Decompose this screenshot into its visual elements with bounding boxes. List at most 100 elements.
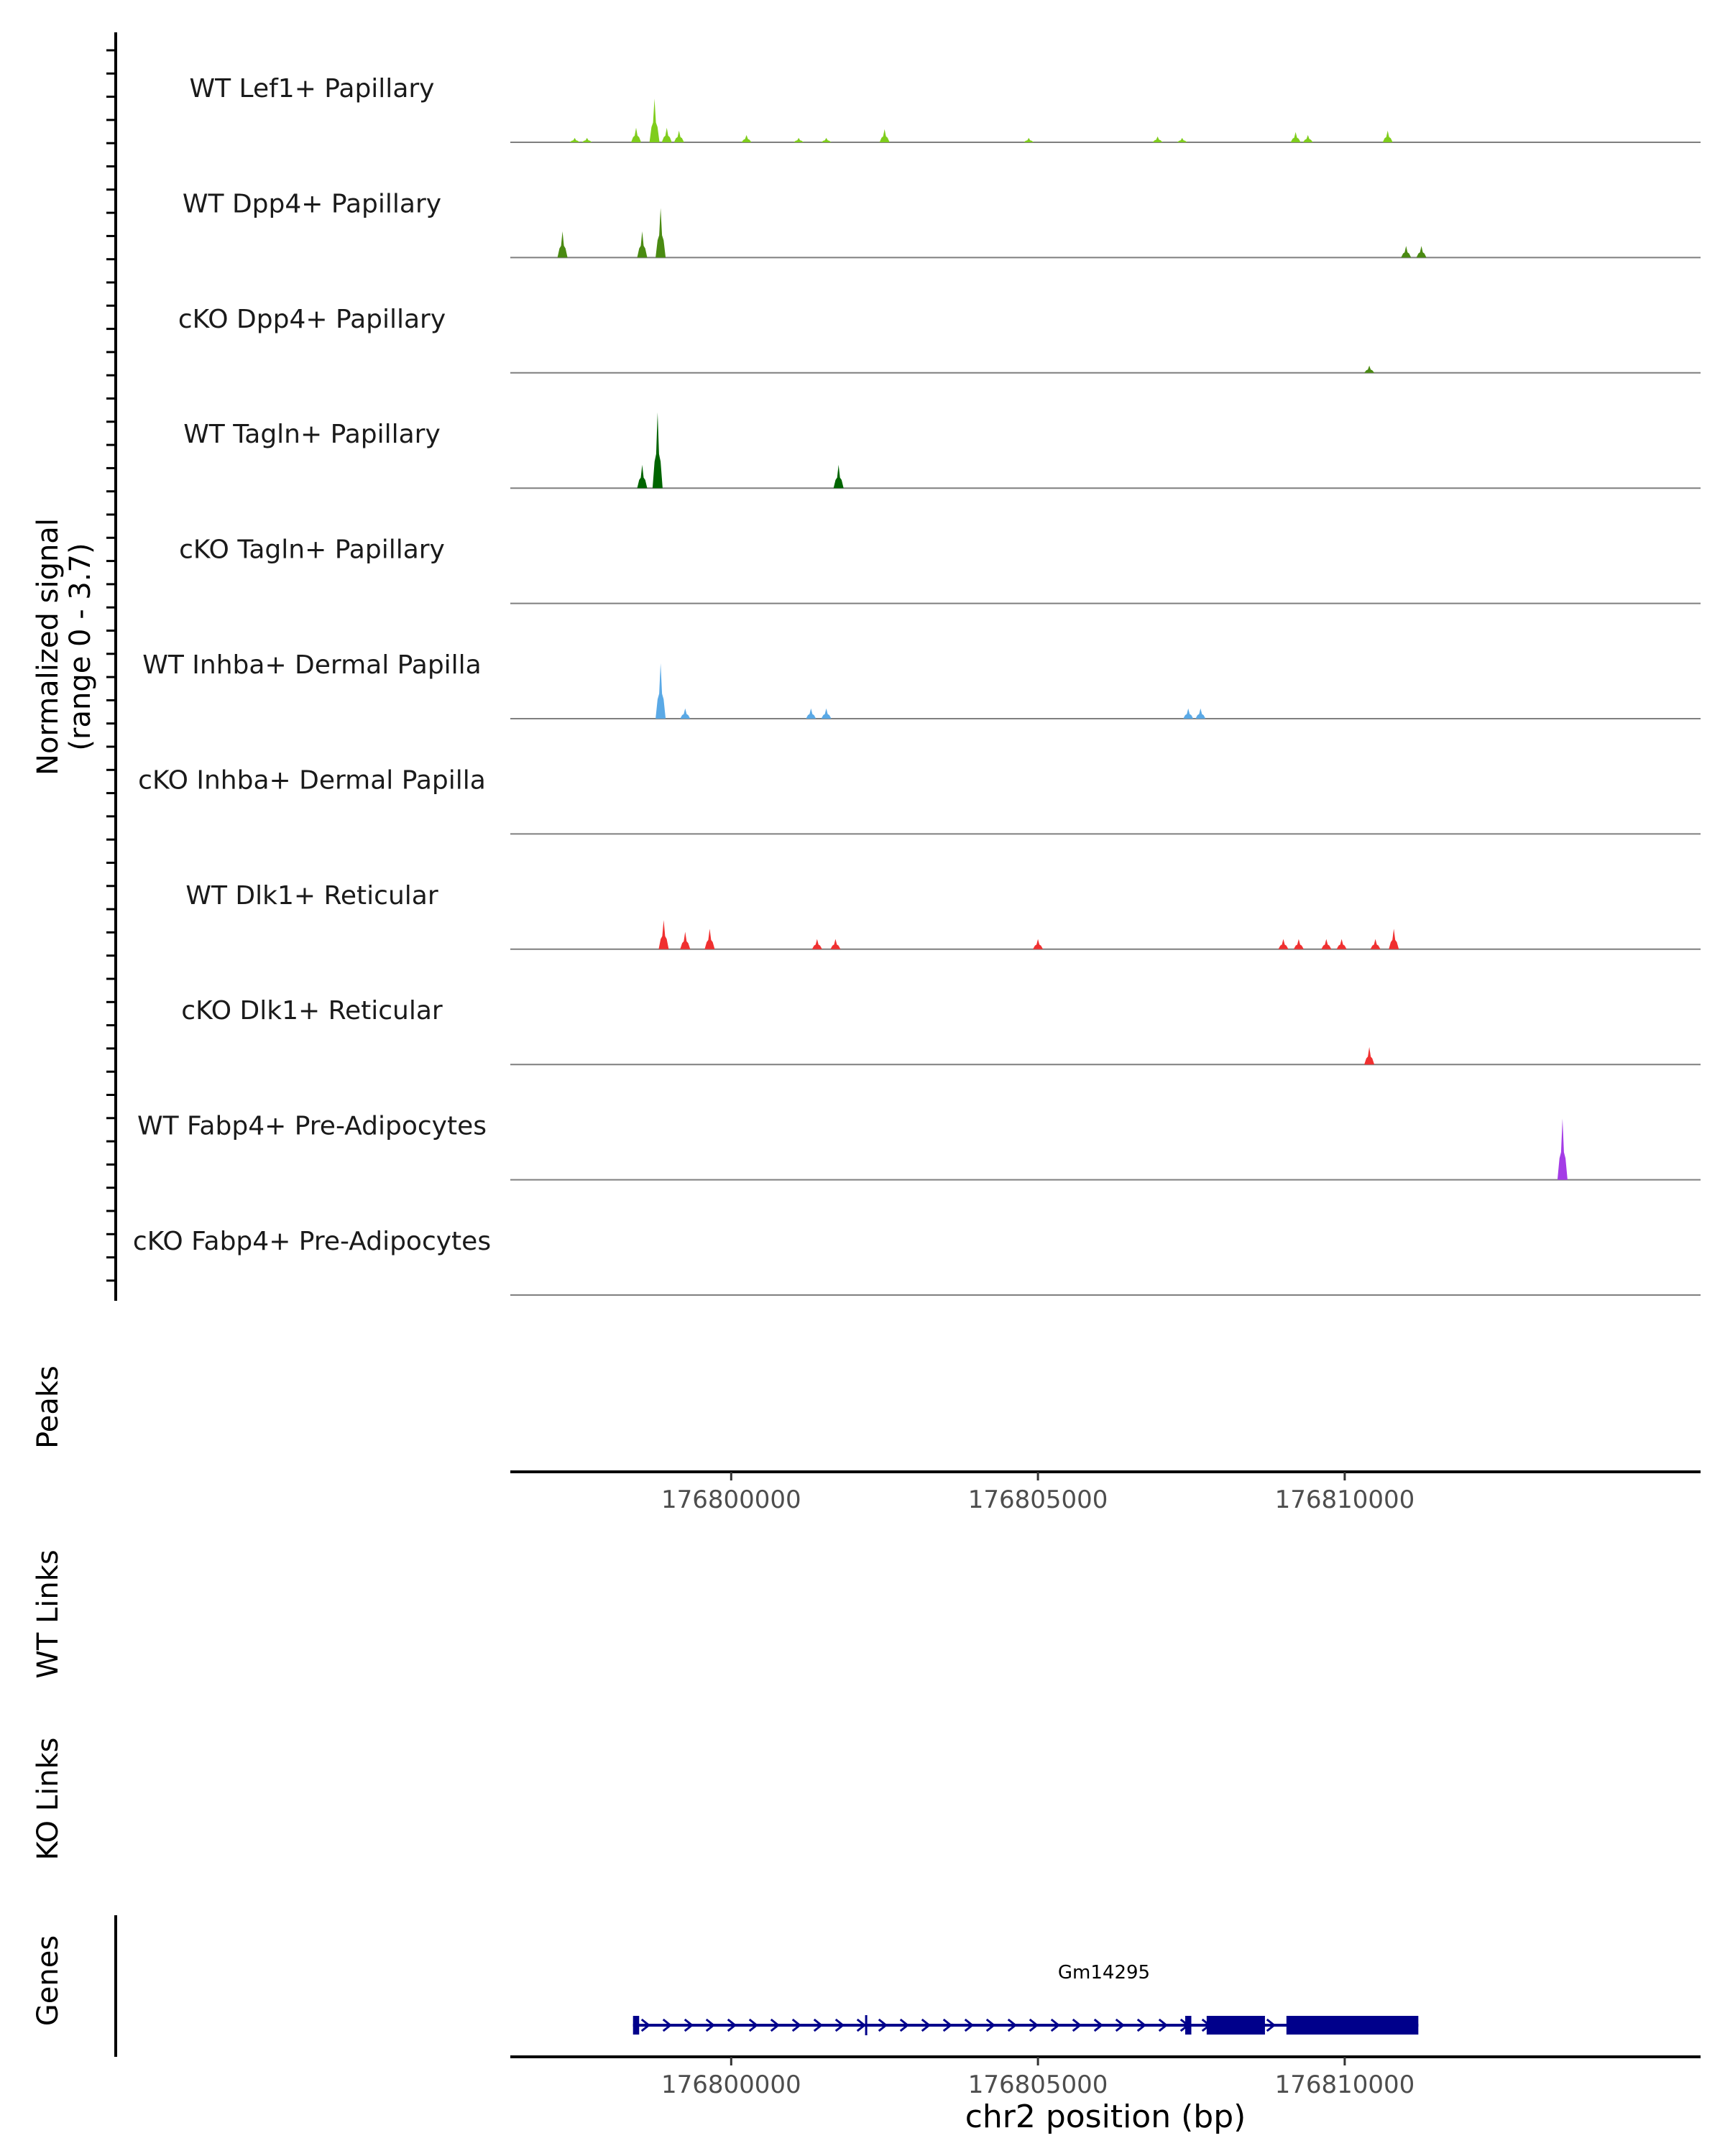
coverage-peak bbox=[830, 939, 841, 949]
gene-strand-arrow bbox=[684, 2018, 694, 2032]
x-axis-title: chr2 position (bp) bbox=[965, 2099, 1246, 2135]
coverage-peak bbox=[794, 137, 804, 142]
gene-strand-arrow bbox=[1072, 2018, 1082, 2032]
track: cKO Tagln+ Papillary bbox=[179, 535, 1701, 604]
gene-strand-arrow bbox=[640, 2018, 651, 2032]
wt-links-panel-label: WT Links bbox=[32, 1549, 65, 1678]
gene-strand-arrow bbox=[748, 2018, 759, 2032]
gene-strand-arrow bbox=[942, 2018, 953, 2032]
track: cKO Dpp4+ Papillary bbox=[178, 305, 1701, 374]
coverage-peak bbox=[637, 464, 648, 489]
coverage-peak bbox=[581, 137, 592, 142]
gene-strand-arrow bbox=[834, 2018, 845, 2032]
track: WT Inhba+ Dermal Papilla bbox=[142, 650, 1701, 719]
track-label: cKO Inhba+ Dermal Papilla bbox=[138, 765, 486, 795]
coverage-peak bbox=[649, 98, 660, 142]
x-axis-tick-label: 176805000 bbox=[968, 1485, 1108, 1514]
coverage-peak bbox=[741, 134, 752, 142]
coverage-peak bbox=[631, 127, 641, 142]
gene-strand-arrow bbox=[985, 2018, 996, 2032]
track: WT Dpp4+ Papillary bbox=[183, 189, 1701, 259]
coverage-peak bbox=[704, 929, 715, 949]
coverage-peak bbox=[821, 137, 832, 142]
coverage-peak bbox=[637, 231, 648, 258]
coverage-peak bbox=[1024, 137, 1034, 142]
gene-strand-arrow bbox=[1050, 2018, 1061, 2032]
coverage-peak bbox=[680, 708, 691, 719]
gene-strand-arrow bbox=[727, 2018, 737, 2032]
coverage-peak bbox=[1364, 365, 1375, 373]
track-label: cKO Dpp4+ Papillary bbox=[178, 305, 446, 334]
x-axis-tick-label: 176810000 bbox=[1275, 2070, 1415, 2099]
genes-x-axis-ticks: 176800000 176805000 176810000 bbox=[661, 2057, 1414, 2099]
y-axis-ticks bbox=[106, 49, 116, 1282]
coverage-peak bbox=[1293, 939, 1304, 949]
coverage-peak bbox=[656, 208, 666, 258]
x-axis-tick-label: 176805000 bbox=[968, 2070, 1108, 2099]
ko-links-panel-label: KO Links bbox=[32, 1738, 65, 1861]
gene-exon-block bbox=[1184, 2016, 1192, 2035]
coverage-peak bbox=[1389, 929, 1399, 949]
x-axis-tick-label: 176800000 bbox=[661, 1485, 801, 1514]
coverage-peak bbox=[569, 137, 580, 142]
track-label: cKO Fabp4+ Pre-Adipocytes bbox=[133, 1227, 491, 1256]
gene-exon-block bbox=[1206, 2016, 1265, 2035]
gene-strand-arrow bbox=[791, 2018, 802, 2032]
gene-strand-arrow bbox=[1007, 2018, 1018, 2032]
gene-strand-arrow bbox=[1093, 2018, 1104, 2032]
gene-strand-arrow bbox=[878, 2018, 888, 2032]
gene-strand-arrow bbox=[1136, 2018, 1147, 2032]
gene-strand-arrow bbox=[813, 2018, 824, 2032]
coverage-peak bbox=[1416, 246, 1427, 258]
y-axis-title: Normalized signal (range 0 - 3.7) bbox=[32, 518, 97, 775]
coverage-peak bbox=[652, 412, 663, 489]
track-label: WT Fabp4+ Pre-Adipocytes bbox=[137, 1112, 487, 1141]
track: WT Lef1+ Papillary bbox=[190, 74, 1701, 143]
coverage-peak bbox=[673, 130, 684, 142]
track: cKO Dlk1+ Reticular bbox=[181, 996, 1701, 1066]
track: WT Dlk1+ Reticular bbox=[185, 881, 1701, 950]
peaks-panel-label: Peaks bbox=[32, 1365, 65, 1449]
coverage-peak bbox=[879, 129, 890, 142]
coverage-tracks: WT Lef1+ Papillary WT Dpp4+ Papillary cKO … bbox=[133, 74, 1701, 1296]
coverage-peak bbox=[1033, 939, 1044, 949]
coverage-peak bbox=[656, 663, 666, 719]
peaks-x-axis-ticks: 176800000 176805000 176810000 bbox=[661, 1472, 1414, 1514]
gene-strand-arrow bbox=[856, 2018, 867, 2032]
track-label: cKO Tagln+ Papillary bbox=[179, 535, 445, 565]
track-label: WT Tagln+ Papillary bbox=[183, 420, 441, 449]
track-label: cKO Dlk1+ Reticular bbox=[181, 996, 443, 1026]
gene-strand-arrow bbox=[705, 2018, 716, 2032]
coverage-peak bbox=[1195, 708, 1206, 719]
coverage-peak bbox=[1336, 939, 1347, 949]
gene-strand-arrow bbox=[662, 2018, 673, 2032]
coverage-peak bbox=[1278, 939, 1289, 949]
track-label: WT Inhba+ Dermal Papilla bbox=[142, 650, 481, 680]
coverage-peak bbox=[1557, 1118, 1568, 1180]
gene-name-label: Gm14295 bbox=[1058, 1962, 1150, 1984]
coverage-peak bbox=[1370, 939, 1381, 949]
coverage-peak bbox=[811, 939, 822, 949]
coverage-peak bbox=[833, 464, 844, 489]
coverage-peak bbox=[680, 931, 691, 949]
y-axis-label-line1: Normalized signal bbox=[32, 518, 65, 775]
x-axis-tick-label: 176800000 bbox=[661, 2070, 801, 2099]
gene-strand-arrow bbox=[1158, 2018, 1169, 2032]
track: cKO Inhba+ Dermal Papilla bbox=[138, 765, 1701, 835]
coverage-peak bbox=[661, 127, 672, 142]
y-axis-label-line2: (range 0 - 3.7) bbox=[64, 543, 97, 750]
gene-strand-arrow bbox=[899, 2018, 910, 2032]
track-label: WT Dlk1+ Reticular bbox=[185, 881, 438, 911]
gene-strand-arrow bbox=[1115, 2018, 1126, 2032]
coverage-peak bbox=[1290, 132, 1301, 142]
coverage-peak bbox=[1364, 1046, 1375, 1065]
coverage-peak bbox=[658, 920, 669, 949]
gene-strand-arrow bbox=[770, 2018, 781, 2032]
gene-track: Gm14295 bbox=[632, 1962, 1419, 2035]
track: WT Fabp4+ Pre-Adipocytes bbox=[137, 1112, 1701, 1181]
coverage-peak bbox=[1382, 130, 1393, 142]
x-axis-tick-label: 176810000 bbox=[1275, 1485, 1415, 1514]
track-label: WT Lef1+ Papillary bbox=[190, 74, 435, 103]
coverage-peak bbox=[1302, 134, 1313, 142]
